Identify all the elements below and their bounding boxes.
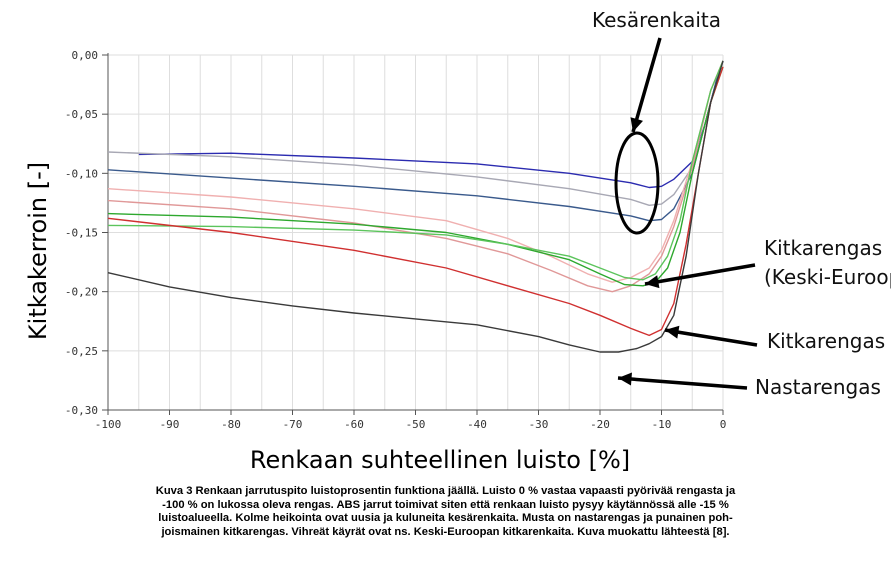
y-tick-label: -0,15 <box>65 227 98 240</box>
y-tick-label: -0,30 <box>65 404 98 417</box>
x-tick-label: -100 <box>95 418 122 431</box>
arrow-ce-friction-shaft <box>644 263 756 286</box>
annotation-friction-tire-ce-line2: (Keski-Euroop <box>764 265 891 289</box>
series-line-9 <box>107 60 724 353</box>
x-tick-label: -70 <box>283 418 303 431</box>
x-axis-label: Renkaan suhteellinen luisto [%] <box>250 446 630 474</box>
y-tick-label: -0,25 <box>65 345 98 358</box>
y-axis-label: Kitkakerroin [-] <box>24 162 52 340</box>
x-tick-labels: -100 -90 -80 -70 -60 -50 -40 -30 -20 -10 0 <box>95 418 727 431</box>
arrow-studded-shaft <box>617 376 748 390</box>
series-line-6 <box>107 66 724 287</box>
y-tick-labels: 0,00 -0,05 -0,10 -0,15 -0,20 -0,25 -0,30 <box>65 49 98 417</box>
series-line-7 <box>107 60 724 281</box>
series-line-5 <box>107 60 724 293</box>
highlight-ellipse <box>614 131 660 235</box>
annotation-friction-tire: Kitkarengas <box>767 329 885 353</box>
x-tick-label: 0 <box>720 418 727 431</box>
caption-line: luistoalueella. Kolme heikointa ovat uus… <box>158 512 733 525</box>
arrow-ce-friction-head <box>645 275 660 289</box>
x-tick-label: -60 <box>344 418 364 431</box>
annotations: Kesärenkaita Kitkarengas (Keski-Euroop K… <box>592 8 891 399</box>
y-tick-label: -0,05 <box>65 108 98 121</box>
x-tick-label: -30 <box>529 418 549 431</box>
figure-caption: Kuva 3 Renkaan jarrutuspito luistoprosen… <box>40 485 851 539</box>
y-tick-label: -0,10 <box>65 167 98 180</box>
friction-chart: 0,00-0,05-0,10-0,15-0,20-0,25-0,30 -100-… <box>24 8 891 474</box>
caption-line: Kuva 3 Renkaan jarrutuspito luistoprosen… <box>155 485 736 497</box>
caption-line: joismainen kitkarengas. Vihreät käyrät o… <box>161 525 730 538</box>
arrow-friction-shaft <box>664 328 758 347</box>
annotation-arrows <box>617 37 758 390</box>
annotation-friction-tire-ce-line1: Kitkarengas <box>764 236 882 260</box>
annotation-summer-tires: Kesärenkaita <box>592 8 721 32</box>
y-tick-label: 0,00 <box>72 49 99 62</box>
x-tick-label: -10 <box>652 418 672 431</box>
series-line-4 <box>107 60 724 283</box>
x-tick-label: -40 <box>467 418 487 431</box>
arrow-summer-shaft <box>631 37 662 133</box>
x-tick-label: -80 <box>221 418 241 431</box>
caption-line: -100 % on lukossa oleva rengas. ABS jarr… <box>162 498 729 511</box>
x-tick-label: -50 <box>406 418 426 431</box>
arrow-summer-head <box>630 117 643 132</box>
y-tick-label: -0,20 <box>65 286 98 299</box>
x-tick-label: -20 <box>590 418 610 431</box>
axes <box>102 53 724 415</box>
arrow-friction-head <box>665 325 680 339</box>
x-tick-label: -90 <box>160 418 180 431</box>
annotation-studded-tire: Nastarengas <box>755 375 881 399</box>
arrow-studded-head <box>618 372 632 386</box>
